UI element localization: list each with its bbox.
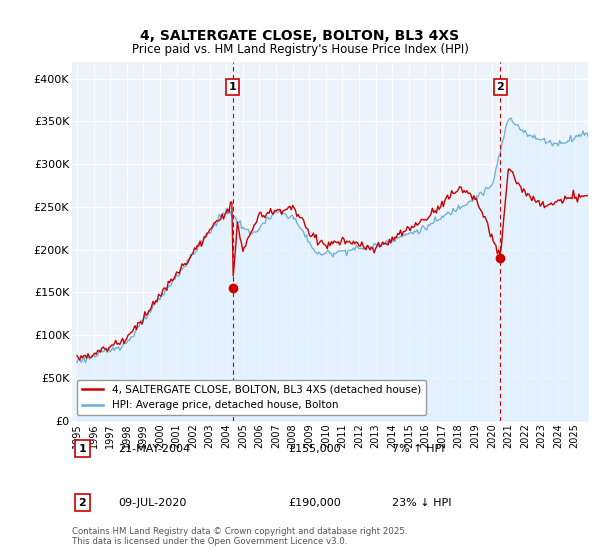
Text: £155,000: £155,000: [289, 444, 341, 454]
Text: 1: 1: [79, 444, 86, 454]
Text: £190,000: £190,000: [289, 498, 341, 508]
Legend: 4, SALTERGATE CLOSE, BOLTON, BL3 4XS (detached house), HPI: Average price, detac: 4, SALTERGATE CLOSE, BOLTON, BL3 4XS (de…: [77, 380, 426, 416]
Text: 09-JUL-2020: 09-JUL-2020: [118, 498, 187, 508]
Text: Price paid vs. HM Land Registry's House Price Index (HPI): Price paid vs. HM Land Registry's House …: [131, 43, 469, 56]
Text: Contains HM Land Registry data © Crown copyright and database right 2025.
This d: Contains HM Land Registry data © Crown c…: [72, 527, 407, 546]
Text: 23% ↓ HPI: 23% ↓ HPI: [392, 498, 451, 508]
Text: 1: 1: [229, 82, 236, 92]
Text: 4, SALTERGATE CLOSE, BOLTON, BL3 4XS: 4, SALTERGATE CLOSE, BOLTON, BL3 4XS: [140, 29, 460, 44]
Text: 7% ↑ HPI: 7% ↑ HPI: [392, 444, 445, 454]
Text: 2: 2: [497, 82, 504, 92]
Text: 2: 2: [79, 498, 86, 508]
Text: 21-MAY-2004: 21-MAY-2004: [118, 444, 191, 454]
